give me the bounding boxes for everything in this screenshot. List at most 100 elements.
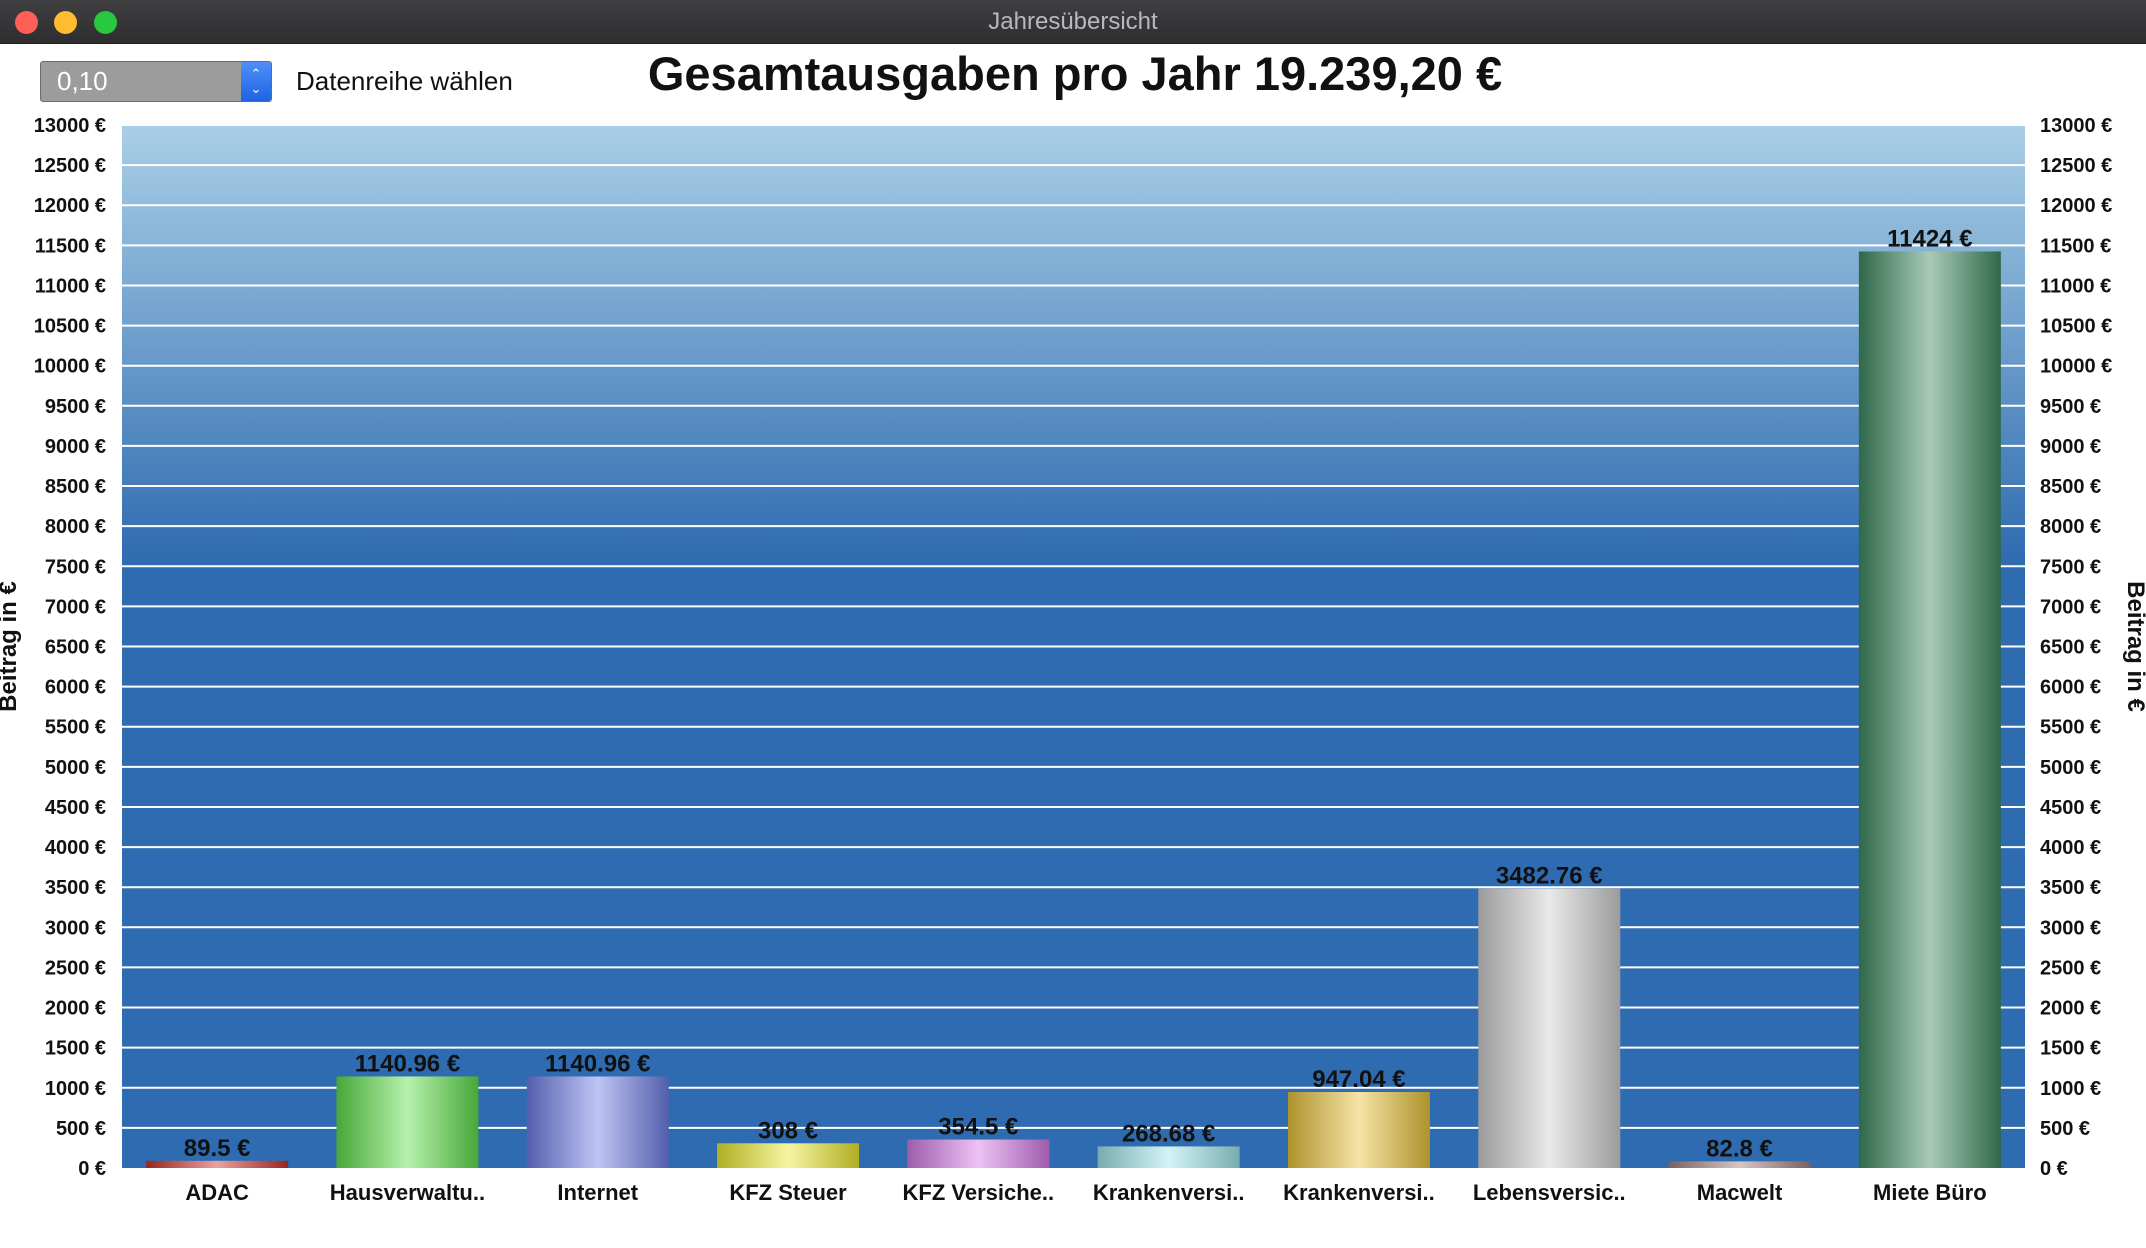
y-tick-label-left: 7500 € bbox=[45, 556, 106, 578]
y-tick-label-right: 3000 € bbox=[2040, 917, 2101, 939]
y-tick-label-right: 6500 € bbox=[2040, 637, 2101, 659]
y-tick-label-right: 5500 € bbox=[2040, 717, 2101, 739]
y-tick-label-left: 13000 € bbox=[34, 115, 106, 137]
close-window-button[interactable] bbox=[15, 11, 38, 34]
y-tick-label-right: 9000 € bbox=[2040, 436, 2101, 458]
bar bbox=[907, 1139, 1050, 1168]
y-tick-label-right: 8000 € bbox=[2040, 516, 2101, 538]
y-tick-label-left: 6000 € bbox=[45, 677, 106, 699]
bar bbox=[717, 1143, 860, 1168]
x-tick-label: Macwelt bbox=[1697, 1180, 1783, 1205]
y-tick-label-left: 12500 € bbox=[34, 155, 106, 177]
bar-value-label: 1140.96 € bbox=[545, 1050, 650, 1077]
y-tick-label-left: 9000 € bbox=[45, 436, 106, 458]
zoom-window-button[interactable] bbox=[94, 11, 117, 34]
y-axis-label-right: Beitrag in € bbox=[2122, 581, 2146, 712]
grid-lines bbox=[122, 124, 2025, 1129]
y-tick-label-left: 5000 € bbox=[45, 757, 106, 779]
bar-value-label: 89.5 € bbox=[184, 1135, 251, 1162]
y-tick-label-right: 4500 € bbox=[2040, 797, 2101, 819]
y-tick-label-left: 2000 € bbox=[45, 998, 106, 1020]
bar bbox=[336, 1076, 479, 1168]
y-tick-label-right: 6000 € bbox=[2040, 677, 2101, 699]
chevron-up-icon[interactable]: ⌃ bbox=[250, 66, 262, 81]
y-tick-label-left: 0 € bbox=[78, 1158, 106, 1180]
minimize-window-button[interactable] bbox=[54, 11, 77, 34]
y-tick-label-right: 10500 € bbox=[2040, 316, 2112, 338]
x-tick-label: ADAC bbox=[185, 1180, 249, 1205]
y-tick-label-left: 5500 € bbox=[45, 717, 106, 739]
y-tick-label-left: 500 € bbox=[56, 1118, 106, 1140]
series-spinner[interactable]: 0,10 ⌃ ⌄ bbox=[40, 61, 272, 102]
y-tick-label-left: 3000 € bbox=[45, 917, 106, 939]
y-tick-label-left: 10000 € bbox=[34, 356, 106, 378]
y-tick-label-left: 7000 € bbox=[45, 596, 106, 618]
y-tick-label-right: 1000 € bbox=[2040, 1078, 2101, 1100]
y-tick-label-right: 7000 € bbox=[2040, 596, 2101, 618]
y-tick-label-right: 500 € bbox=[2040, 1118, 2090, 1140]
bar bbox=[1858, 251, 2001, 1168]
y-axis-left: 0 € 500 € 1000 € 1500 € 2000 € 2500 € 3000 € 35… bbox=[34, 115, 106, 1180]
bar-value-label: 947.04 € bbox=[1312, 1066, 1405, 1093]
y-tick-label-right: 12000 € bbox=[2040, 195, 2112, 217]
y-tick-label-left: 1500 € bbox=[45, 1038, 106, 1060]
bar-value-label: 11424 € bbox=[1887, 225, 1972, 252]
x-tick-label: Lebensversic.. bbox=[1473, 1180, 1626, 1205]
y-tick-label-left: 1000 € bbox=[45, 1078, 106, 1100]
y-tick-label-left: 8000 € bbox=[45, 516, 106, 538]
y-tick-label-right: 11000 € bbox=[2040, 275, 2111, 297]
y-tick-label-left: 11000 € bbox=[35, 275, 106, 297]
bar-value-label: 268.68 € bbox=[1122, 1120, 1215, 1147]
y-tick-label-right: 11500 € bbox=[2040, 235, 2111, 257]
y-tick-label-right: 12500 € bbox=[2040, 155, 2112, 177]
x-tick-label: KFZ Steuer bbox=[729, 1180, 847, 1205]
bar bbox=[1668, 1161, 1811, 1168]
spinner-stepper[interactable]: ⌃ ⌄ bbox=[241, 62, 271, 101]
y-tick-label-right: 3500 € bbox=[2040, 877, 2101, 899]
x-axis: ADAC Hausverwaltu.. Internet KFZ Steuer KFZ … bbox=[185, 1180, 1986, 1205]
y-tick-label-right: 7500 € bbox=[2040, 556, 2101, 578]
x-tick-label: KFZ Versiche.. bbox=[903, 1180, 1055, 1205]
series-select-label: Datenreihe wählen bbox=[296, 66, 513, 96]
bar bbox=[146, 1160, 289, 1168]
x-tick-label: Krankenversi.. bbox=[1093, 1180, 1245, 1205]
y-tick-label-right: 10000 € bbox=[2040, 356, 2112, 378]
y-tick-label-left: 10500 € bbox=[34, 316, 106, 338]
bar bbox=[1097, 1146, 1240, 1168]
x-tick-label: Miete Büro bbox=[1873, 1180, 1987, 1205]
y-tick-label-right: 9500 € bbox=[2040, 396, 2101, 418]
bar-value-label: 1140.96 € bbox=[355, 1050, 460, 1077]
bar-value-label: 354.5 € bbox=[938, 1114, 1018, 1141]
title-bar: Jahresübersicht bbox=[0, 0, 2146, 44]
y-tick-label-right: 8500 € bbox=[2040, 476, 2101, 498]
bar-value-label: 308 € bbox=[758, 1117, 818, 1144]
y-axis-right: 0 € 500 € 1000 € 1500 € 2000 € 2500 € 3000 € 35… bbox=[2040, 115, 2112, 1180]
y-tick-label-left: 12000 € bbox=[34, 195, 106, 217]
y-tick-label-right: 1500 € bbox=[2040, 1038, 2101, 1060]
bar-value-label: 82.8 € bbox=[1706, 1135, 1773, 1162]
bar bbox=[1287, 1092, 1430, 1168]
series-spinner-value[interactable]: 0,10 bbox=[57, 66, 108, 96]
y-tick-label-right: 0 € bbox=[2040, 1158, 2068, 1180]
x-tick-label: Internet bbox=[557, 1180, 638, 1205]
bar bbox=[1478, 888, 1621, 1168]
data-labels: 89.5 € 1140.96 € 1140.96 € 308 € 354.5 € 268.… bbox=[184, 225, 1973, 1162]
y-tick-label-right: 2000 € bbox=[2040, 998, 2101, 1020]
x-tick-label: Hausverwaltu.. bbox=[330, 1180, 485, 1205]
window-title: Jahresübersicht bbox=[988, 8, 1158, 35]
y-tick-label-left: 6500 € bbox=[45, 637, 106, 659]
bar bbox=[526, 1076, 669, 1168]
y-tick-label-left: 4000 € bbox=[45, 837, 106, 859]
y-tick-label-right: 5000 € bbox=[2040, 757, 2101, 779]
chevron-down-icon[interactable]: ⌄ bbox=[250, 81, 262, 96]
y-tick-label-left: 2500 € bbox=[45, 957, 106, 979]
y-tick-label-right: 13000 € bbox=[2040, 115, 2112, 137]
y-tick-label-left: 11500 € bbox=[35, 235, 106, 257]
y-tick-label-left: 3500 € bbox=[45, 877, 106, 899]
y-tick-label-left: 9500 € bbox=[45, 396, 106, 418]
x-tick-label: Krankenversi.. bbox=[1283, 1180, 1435, 1205]
y-tick-label-left: 8500 € bbox=[45, 476, 106, 498]
y-tick-label-right: 2500 € bbox=[2040, 957, 2101, 979]
bars bbox=[146, 251, 2001, 1168]
